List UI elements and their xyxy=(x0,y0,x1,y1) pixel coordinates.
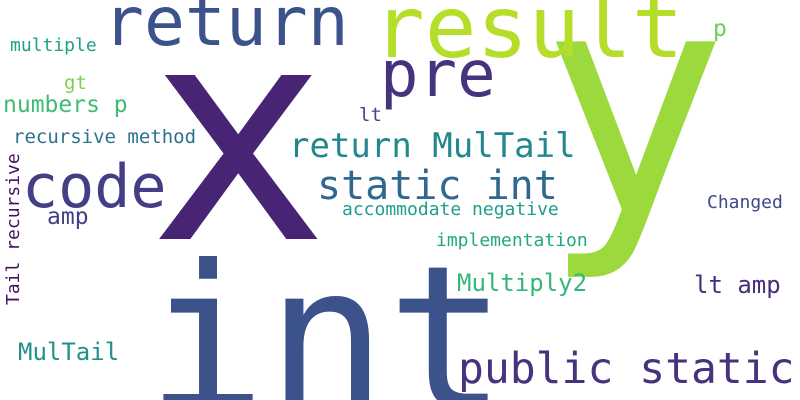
word-multiple: multiple xyxy=(10,35,97,56)
word-amp: amp xyxy=(47,204,89,230)
word-implementation: implementation xyxy=(436,230,588,251)
word-static-int: static int xyxy=(317,163,558,209)
word-lt-amp: lt amp xyxy=(694,271,781,299)
word-accommodate-negative: accommodate negative xyxy=(342,199,559,220)
word-multiply2: Multiply2 xyxy=(457,269,588,297)
word-gt: gt xyxy=(64,72,87,94)
word-x: x xyxy=(148,0,329,310)
word-lt: lt xyxy=(359,104,382,126)
word-p: p xyxy=(713,16,727,42)
word-public-static: public static xyxy=(458,344,795,394)
word-tail-recursive: Tail recursive xyxy=(3,153,24,305)
word-changed: Changed xyxy=(707,192,783,213)
word-int: int xyxy=(146,223,508,400)
word-y: y xyxy=(540,0,728,286)
word-code: code xyxy=(22,152,167,222)
word-pre: pre xyxy=(380,38,496,112)
word-return: return xyxy=(103,0,349,62)
word-numbers-p: numbers p xyxy=(3,92,128,118)
word-result: result xyxy=(373,0,684,78)
word-multail: MulTail xyxy=(18,338,120,366)
word-recursive-method: recursive method xyxy=(13,126,197,148)
word-return-multail: return MulTail xyxy=(289,126,576,166)
